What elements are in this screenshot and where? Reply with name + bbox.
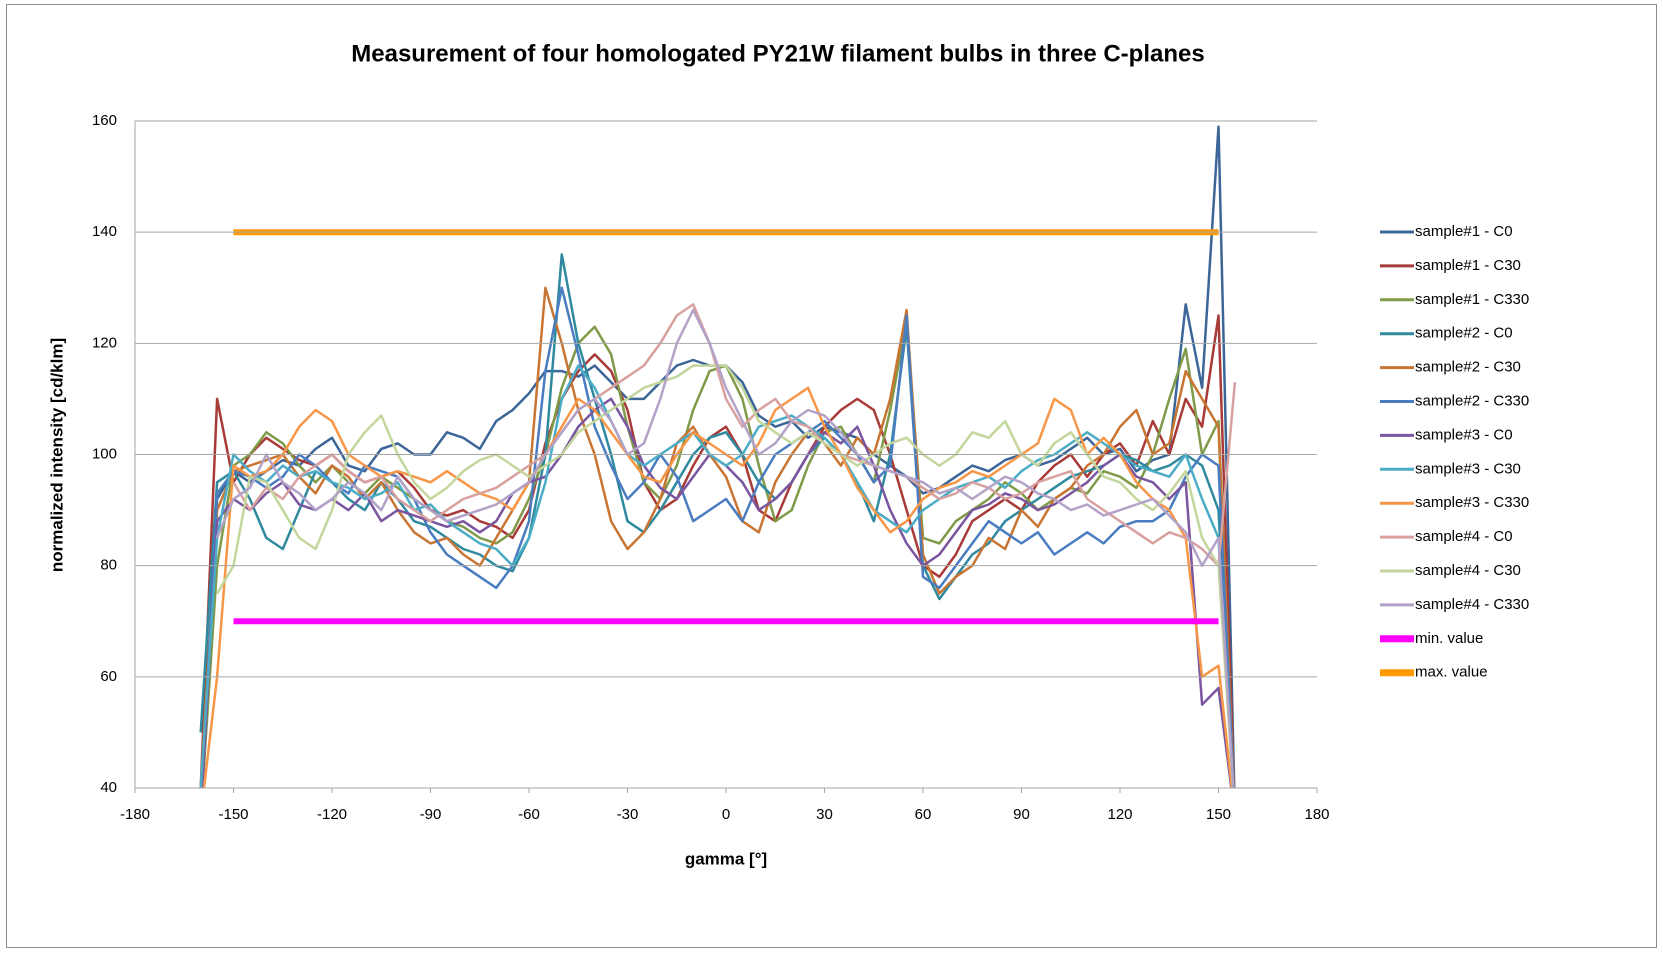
y-tick-label: 80 bbox=[100, 557, 117, 574]
x-tick-label: -150 bbox=[218, 806, 248, 823]
legend-label: sample#3 - C0 bbox=[1415, 426, 1513, 443]
x-tick-label: -120 bbox=[317, 806, 347, 823]
legend-label: sample#4 - C30 bbox=[1415, 562, 1521, 579]
x-tick-label: 150 bbox=[1206, 806, 1231, 823]
x-tick-label: 90 bbox=[1013, 806, 1030, 823]
legend-label: min. value bbox=[1415, 630, 1483, 647]
y-tick-label: 160 bbox=[92, 112, 117, 129]
legend-label: max. value bbox=[1415, 664, 1488, 681]
series-line bbox=[216, 364, 1235, 788]
legend-label: sample#1 - C330 bbox=[1415, 291, 1529, 308]
legend-label: sample#4 - C0 bbox=[1415, 528, 1513, 545]
y-tick-label: 120 bbox=[92, 334, 117, 351]
x-tick-label: 0 bbox=[722, 806, 730, 823]
legend-label: sample#2 - C330 bbox=[1415, 392, 1529, 409]
y-tick-label: 100 bbox=[92, 445, 117, 462]
x-tick-label: 120 bbox=[1107, 806, 1132, 823]
legend-label: sample#2 - C0 bbox=[1415, 325, 1513, 342]
x-axis-label: gamma [°] bbox=[685, 849, 767, 868]
series-line bbox=[199, 364, 1235, 788]
x-tick-label: 60 bbox=[915, 806, 932, 823]
x-tick-label: -30 bbox=[617, 806, 639, 823]
series-line bbox=[202, 386, 1234, 788]
series-line bbox=[199, 286, 1235, 788]
x-tick-label: -90 bbox=[420, 806, 442, 823]
x-tick-label: 30 bbox=[816, 806, 833, 823]
y-axis-label: normalized intensity [cd/klm] bbox=[47, 338, 66, 572]
series-line bbox=[215, 308, 1235, 788]
legend-label: sample#2 - C30 bbox=[1415, 359, 1521, 376]
x-tick-label: -180 bbox=[120, 806, 150, 823]
legend-label: sample#1 - C0 bbox=[1415, 223, 1513, 240]
legend-label: sample#3 - C330 bbox=[1415, 494, 1529, 511]
legend-label: sample#1 - C30 bbox=[1415, 257, 1521, 274]
y-tick-label: 140 bbox=[92, 223, 117, 240]
chart-border bbox=[6, 4, 1657, 948]
series-line bbox=[232, 303, 1237, 567]
series-line bbox=[200, 286, 1235, 788]
y-tick-label: 40 bbox=[100, 779, 117, 796]
x-tick-label: 180 bbox=[1304, 806, 1329, 823]
chart-title: Measurement of four homologated PY21W fi… bbox=[351, 40, 1204, 67]
y-tick-label: 60 bbox=[100, 668, 117, 685]
legend-label: sample#4 - C330 bbox=[1415, 596, 1529, 613]
legend-label: sample#3 - C30 bbox=[1415, 460, 1521, 477]
x-tick-label: -60 bbox=[518, 806, 540, 823]
